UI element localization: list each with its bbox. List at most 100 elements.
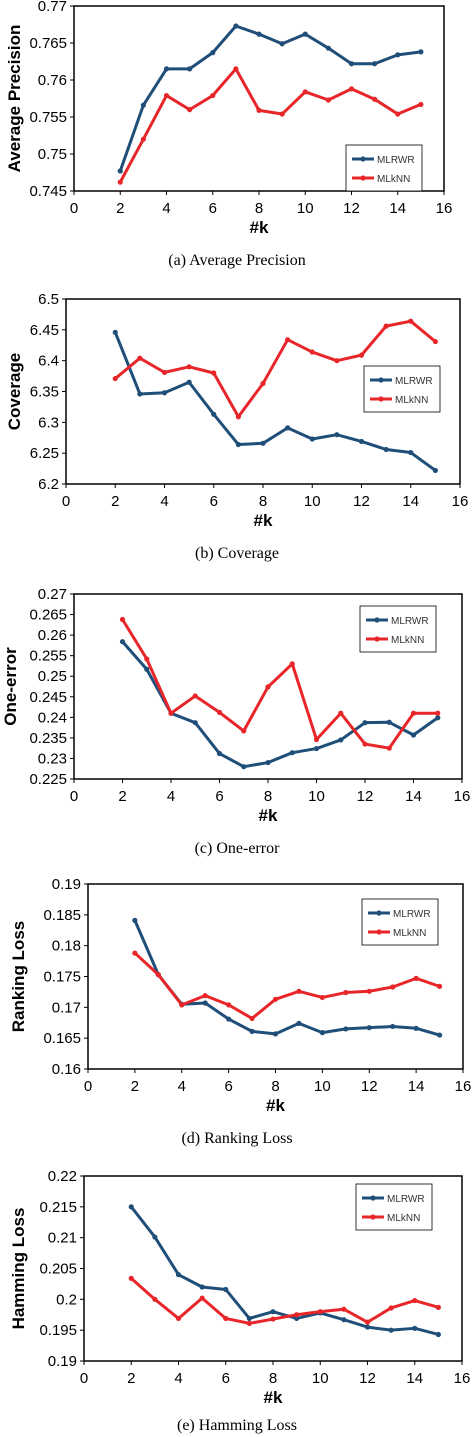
data-point-mlrwr — [249, 1028, 255, 1034]
legend: MLRWR MLkNN — [363, 365, 441, 413]
legend-label: MLRWR — [391, 616, 429, 627]
y-tick-label: 6.45 — [30, 322, 59, 339]
y-axis-title: Ranking Loss — [9, 921, 28, 1032]
data-point-mlknn — [343, 989, 349, 996]
x-tick-label: 12 — [361, 1078, 378, 1095]
data-point-mlrwr — [235, 441, 241, 448]
data-point-mlknn — [309, 349, 315, 355]
data-point-mlknn — [187, 107, 193, 113]
y-tick-label: 0.21 — [48, 1230, 77, 1247]
data-point-mlknn — [163, 92, 170, 99]
x-tick-label: 2 — [111, 493, 119, 510]
legend-marker — [374, 636, 380, 642]
x-tick-label: 2 — [131, 1078, 139, 1095]
x-tick-label: 10 — [304, 493, 321, 510]
chart-caption: (c) One-error — [194, 840, 280, 857]
y-tick-label: 0.16 — [52, 1061, 81, 1078]
data-point-mlrwr — [412, 1325, 418, 1331]
y-tick-label: 0.265 — [29, 607, 67, 624]
series-line-mlknn — [114, 319, 437, 419]
data-point-mlrwr — [216, 750, 223, 757]
data-point-mlknn — [128, 1275, 134, 1281]
data-point-mlknn — [265, 684, 271, 690]
x-tick-label: 2 — [118, 788, 126, 805]
chart-caption: (a) Average Precision — [168, 252, 306, 269]
data-point-mlrwr — [132, 917, 138, 923]
x-tick-label: 10 — [308, 788, 325, 805]
x-tick-label: 14 — [389, 200, 406, 217]
chart-one-error: 0.225 0.23 0.235 0.24 0.245 0.25 0.255 0.26 0.26… — [1, 586, 471, 825]
data-point-mlrwr — [260, 440, 266, 446]
data-point-mlknn — [246, 1320, 252, 1326]
x-tick-label: 12 — [353, 493, 370, 510]
data-point-mlknn — [202, 993, 208, 999]
y-tick-label: 0.24 — [38, 709, 67, 726]
x-tick-label: 10 — [297, 200, 314, 217]
series-line-mlrwr — [113, 331, 437, 472]
data-point-mlknn — [270, 1316, 276, 1322]
chart-caption: (d) Ranking Loss — [181, 1130, 293, 1147]
legend-label: MLkNN — [377, 174, 410, 185]
series-line-mlrwr — [130, 1205, 439, 1336]
data-point-mlknn — [235, 414, 241, 420]
data-point-mlrwr — [175, 1272, 182, 1278]
x-tick-label: 10 — [314, 1078, 331, 1095]
data-point-mlrwr — [186, 379, 192, 385]
data-point-mlknn — [241, 728, 247, 734]
x-tick-label: 16 — [454, 788, 471, 805]
data-point-mlknn — [140, 136, 146, 142]
data-point-mlrwr — [436, 1032, 443, 1038]
legend-label: MLRWR — [387, 1194, 425, 1205]
legend-box — [355, 1183, 433, 1231]
data-point-mlknn — [179, 1002, 185, 1008]
data-point-mlrwr — [223, 1286, 229, 1293]
y-tick-label: 0.755 — [29, 109, 67, 126]
x-tick-label: 2 — [127, 1370, 135, 1387]
chart-ranking-loss: 0.16 0.165 0.17 0.175 0.18 0.185 0.19 0 2 4 6 8 10 12… — [9, 876, 471, 1115]
chart-caption: (b) Coverage — [195, 545, 279, 562]
data-point-mlknn — [366, 988, 372, 994]
data-point-mlknn — [334, 358, 340, 364]
data-point-mlknn — [289, 661, 295, 667]
legend-label: MLkNN — [387, 1213, 420, 1224]
data-point-mlknn — [132, 950, 138, 956]
data-point-mlknn — [317, 1309, 323, 1315]
legend-label: MLRWR — [393, 909, 431, 920]
legend-marker — [378, 396, 384, 402]
data-point-mlknn — [211, 370, 217, 376]
x-tick-label: 8 — [269, 1370, 277, 1387]
y-tick-label: 0.18 — [52, 938, 81, 955]
data-point-mlknn — [435, 710, 441, 716]
y-tick-label: 0.205 — [39, 1261, 77, 1278]
data-point-mlrwr — [418, 49, 424, 55]
x-tick-label: 0 — [70, 200, 78, 217]
y-tick-label: 0.17 — [52, 999, 81, 1016]
y-tick-label: 6.3 — [38, 414, 59, 431]
data-point-mlknn — [341, 1306, 347, 1312]
y-tick-label: 6.4 — [38, 353, 59, 370]
x-tick-label: 14 — [402, 493, 419, 510]
legend-marker — [376, 910, 382, 916]
y-tick-label: 6.35 — [30, 384, 59, 401]
data-point-mlrwr — [192, 720, 198, 726]
x-tick-label: 14 — [405, 788, 422, 805]
chart-panel-average-precision: 0.745 0.75 0.755 0.76 0.765 0.77 0 2 4 6 8 10 12 14 16… — [0, 0, 474, 280]
series-line-mlknn — [121, 618, 438, 750]
data-point-mlrwr — [395, 52, 401, 58]
data-point-mlrwr — [161, 390, 168, 396]
data-point-mlrwr — [435, 715, 441, 721]
x-axis-title: #k — [254, 511, 273, 530]
legend-label: MLkNN — [395, 395, 428, 406]
data-point-mlknn — [144, 656, 150, 662]
data-point-mlrwr — [272, 1031, 279, 1037]
data-point-mlknn — [372, 96, 378, 102]
data-point-mlrwr — [309, 436, 315, 442]
data-point-mlrwr — [117, 168, 123, 174]
x-tick-label: 2 — [116, 200, 124, 217]
data-point-mlrwr — [366, 1025, 372, 1031]
data-point-mlrwr — [119, 639, 126, 645]
chart-average-precision: 0.745 0.75 0.755 0.76 0.765 0.77 0 2 4 6 8 10 12 14 16… — [5, 0, 452, 237]
data-point-mlknn — [117, 179, 123, 185]
data-point-mlknn — [226, 1002, 232, 1008]
data-point-mlrwr — [432, 467, 438, 474]
